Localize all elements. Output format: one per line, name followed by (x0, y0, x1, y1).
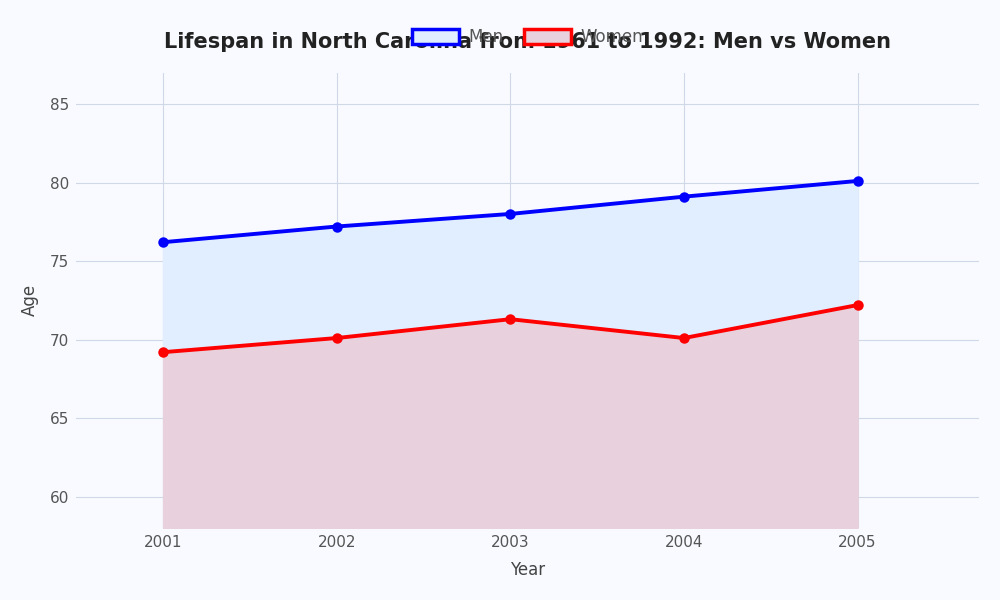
Title: Lifespan in North Carolina from 1961 to 1992: Men vs Women: Lifespan in North Carolina from 1961 to … (164, 32, 891, 52)
Y-axis label: Age: Age (21, 284, 39, 316)
Legend: Men, Women: Men, Women (406, 22, 650, 53)
X-axis label: Year: Year (510, 561, 545, 579)
